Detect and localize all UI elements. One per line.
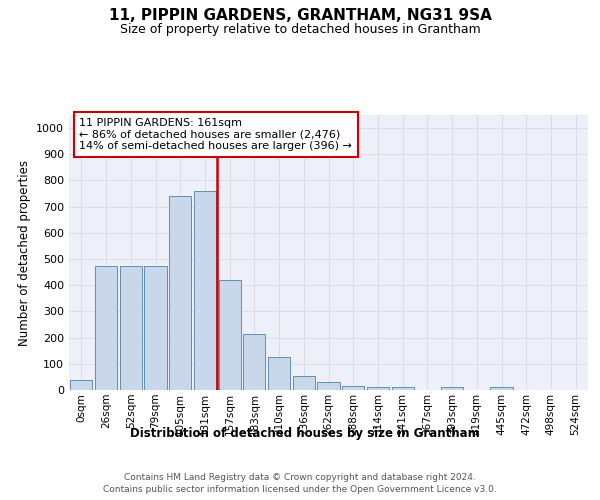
Bar: [145, 266, 167, 390]
Bar: [70, 380, 92, 390]
Bar: [194, 191, 216, 390]
Bar: [441, 388, 463, 390]
Bar: [367, 388, 389, 390]
Bar: [490, 388, 512, 390]
Bar: [268, 358, 290, 390]
Bar: [95, 266, 117, 390]
Text: Contains public sector information licensed under the Open Government Licence v3: Contains public sector information licen…: [103, 485, 497, 494]
Text: Contains HM Land Registry data © Crown copyright and database right 2024.: Contains HM Land Registry data © Crown c…: [124, 472, 476, 482]
Text: Size of property relative to detached houses in Grantham: Size of property relative to detached ho…: [119, 22, 481, 36]
Bar: [342, 386, 364, 390]
Bar: [119, 266, 142, 390]
Bar: [293, 376, 315, 390]
Bar: [218, 280, 241, 390]
Bar: [169, 196, 191, 390]
Text: 11 PIPPIN GARDENS: 161sqm
← 86% of detached houses are smaller (2,476)
14% of se: 11 PIPPIN GARDENS: 161sqm ← 86% of detac…: [79, 118, 352, 151]
Bar: [392, 388, 414, 390]
Bar: [243, 334, 265, 390]
Text: Distribution of detached houses by size in Grantham: Distribution of detached houses by size …: [130, 428, 479, 440]
Y-axis label: Number of detached properties: Number of detached properties: [17, 160, 31, 346]
Text: 11, PIPPIN GARDENS, GRANTHAM, NG31 9SA: 11, PIPPIN GARDENS, GRANTHAM, NG31 9SA: [109, 8, 491, 22]
Bar: [317, 382, 340, 390]
